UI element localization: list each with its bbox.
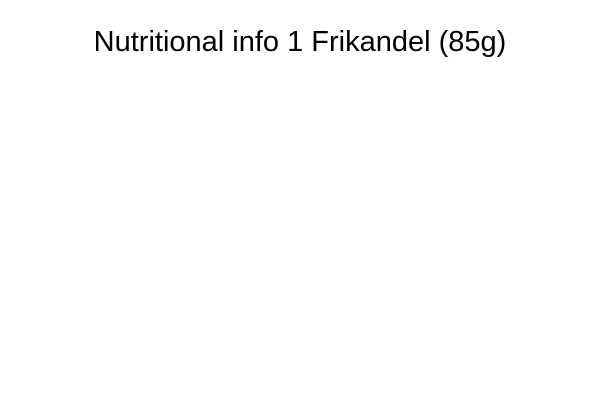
plot-area xyxy=(40,80,560,380)
chart-title: Nutritional info 1 Frikandel (85g) xyxy=(93,26,507,58)
